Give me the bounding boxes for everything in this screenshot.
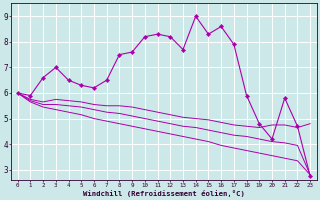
X-axis label: Windchill (Refroidissement éolien,°C): Windchill (Refroidissement éolien,°C) [83, 190, 245, 197]
